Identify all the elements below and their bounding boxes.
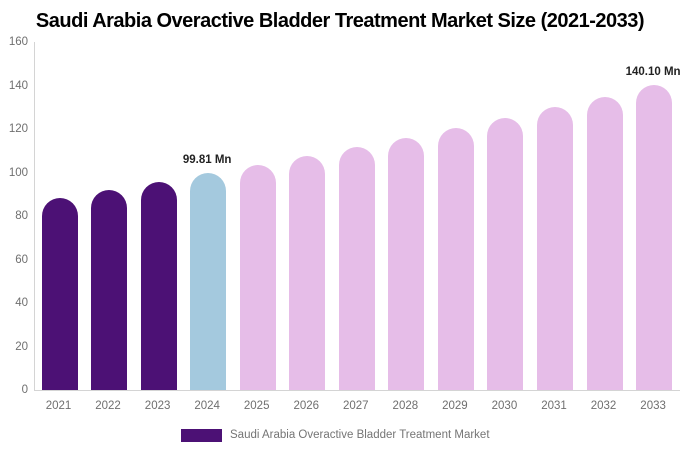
- x-tick-label: 2022: [95, 400, 121, 412]
- legend-swatch: [181, 429, 222, 442]
- y-tick-label: 80: [15, 210, 28, 222]
- y-tick-label: 0: [21, 384, 28, 396]
- x-tick-label: 2025: [243, 400, 270, 412]
- bar-2029[interactable]: [437, 127, 474, 390]
- x-tick-label: 2026: [293, 400, 320, 412]
- x-tick-label: 2023: [144, 400, 171, 412]
- x-tick-label: 2032: [590, 400, 617, 412]
- x-tick-label: 2033: [640, 400, 666, 412]
- y-tick-label: 100: [8, 166, 28, 179]
- y-tick-label: 20: [15, 340, 28, 353]
- y-tick-label: 140: [8, 79, 28, 92]
- bar-2033[interactable]: [636, 85, 673, 390]
- bar-2025[interactable]: [239, 164, 276, 390]
- plot-area: [34, 42, 680, 391]
- bar-annotation: 140.10 Mn: [625, 66, 680, 79]
- x-tick-label: 2024: [194, 400, 220, 412]
- y-tick-label: 40: [15, 297, 28, 309]
- bar-2026[interactable]: [289, 155, 326, 390]
- bar-2021[interactable]: [41, 197, 78, 390]
- y-tick-label: 120: [8, 123, 28, 135]
- x-tick-label: 2028: [392, 400, 419, 412]
- x-tick-label: 2031: [541, 400, 567, 412]
- x-tick-label: 2030: [491, 400, 518, 412]
- bar-2028[interactable]: [388, 137, 425, 390]
- bar-2030[interactable]: [487, 117, 524, 390]
- bar-2023[interactable]: [140, 182, 177, 390]
- bar-2031[interactable]: [537, 107, 573, 390]
- legend-label: Saudi Arabia Overactive Bladder Treatmen…: [230, 429, 490, 441]
- bar-2024[interactable]: [190, 172, 227, 390]
- chart-title: Saudi Arabia Overactive Bladder Treatmen…: [35, 10, 645, 32]
- y-tick-label: 160: [8, 36, 28, 48]
- legend-item[interactable]: Saudi Arabia Overactive Bladder Treatmen…: [181, 429, 490, 442]
- bar-2027[interactable]: [338, 146, 375, 390]
- x-tick-label: 2027: [343, 400, 369, 412]
- bar-2032[interactable]: [586, 96, 623, 390]
- x-tick-label: 2029: [442, 400, 468, 412]
- y-tick-label: 60: [15, 253, 28, 266]
- x-tick-label: 2021: [45, 400, 72, 412]
- bar-annotation: 99.81 Mn: [182, 153, 232, 166]
- bar-2022[interactable]: [91, 189, 128, 390]
